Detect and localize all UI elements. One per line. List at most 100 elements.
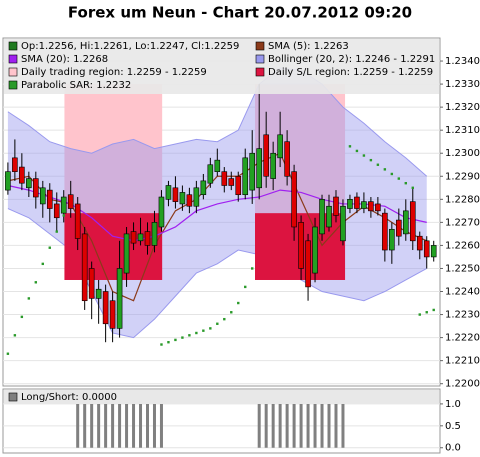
y-tick-label: 1.0 <box>445 399 461 410</box>
bar <box>90 403 94 448</box>
candle-body <box>158 196 165 228</box>
bar <box>334 403 338 448</box>
y-tick-label: 1.2240 <box>445 287 480 298</box>
legend-swatch <box>8 392 18 402</box>
bar <box>139 403 143 448</box>
candle-body <box>361 201 367 209</box>
sar-dot <box>27 297 31 300</box>
candle-body <box>53 203 60 219</box>
bar <box>76 403 80 448</box>
candle-body <box>291 171 297 228</box>
candle-body <box>298 222 304 269</box>
candle-body <box>270 152 276 179</box>
sar-dot <box>230 311 233 314</box>
bar <box>271 403 275 448</box>
candle-body <box>235 175 242 196</box>
candle-body <box>33 178 39 198</box>
candle-body <box>242 157 249 196</box>
bar <box>299 403 303 448</box>
sar-dot <box>34 281 38 284</box>
y-tick-label: 1.2330 <box>445 79 480 90</box>
y-tick-label: 1.2320 <box>445 102 480 113</box>
candle-body <box>95 288 102 299</box>
bar <box>132 403 136 448</box>
legend-swatch <box>255 54 265 64</box>
sar-dot <box>418 313 421 316</box>
sar-dot <box>62 214 65 217</box>
candle-body <box>354 196 360 209</box>
legend-swatch <box>8 54 18 64</box>
candle-body <box>312 226 318 274</box>
bar <box>327 403 331 448</box>
candle-body <box>67 194 74 209</box>
sar-dot <box>13 334 17 337</box>
y-tick-label: 1.2340 <box>445 56 480 67</box>
y-tick-label: 1.2230 <box>445 310 480 321</box>
sar-dot <box>432 308 435 312</box>
sar-dot <box>390 172 394 176</box>
candle-body <box>326 205 332 228</box>
candle-body <box>109 300 116 329</box>
sar-dot <box>174 338 177 342</box>
sar-dot <box>6 352 10 355</box>
sar-dot <box>195 331 198 335</box>
sar-dot <box>188 334 191 337</box>
candle-body <box>249 152 256 191</box>
candle-body <box>116 268 123 329</box>
bar <box>292 403 296 448</box>
indicator-panel: 0.0 0.5 1.0 Long/Short: 0.0000 <box>2 388 461 454</box>
bar <box>278 403 282 448</box>
legend-swatch <box>255 67 265 77</box>
candle-body <box>151 222 158 246</box>
legend-label: Parabolic SAR: 1.2232 <box>21 80 131 91</box>
legend-swatch <box>8 67 18 77</box>
sar-dot <box>209 327 212 330</box>
y-tick-label: 1.2250 <box>445 263 480 274</box>
y-tick-label: 0.5 <box>445 421 461 432</box>
candle-body <box>200 180 207 196</box>
candle-body <box>172 187 179 202</box>
candle-body <box>305 240 311 288</box>
candle-body <box>46 189 53 209</box>
y-tick-label: 1.2280 <box>445 194 480 205</box>
candle-body <box>402 210 409 235</box>
sar-dot <box>223 317 226 321</box>
sar-dot <box>48 246 51 249</box>
legend-swatch <box>8 41 18 51</box>
bar <box>146 403 150 448</box>
candle-body <box>319 199 325 235</box>
bar <box>313 403 317 448</box>
candle-body <box>409 201 416 242</box>
region <box>64 84 163 214</box>
candle-body <box>284 141 290 177</box>
candle-body <box>382 212 388 251</box>
bar <box>111 403 115 448</box>
sar-dot <box>41 262 44 266</box>
candle-body <box>74 203 81 239</box>
candle-body <box>186 194 193 207</box>
sar-dot <box>411 186 414 190</box>
candle-body <box>123 233 130 274</box>
candle-body <box>19 166 25 184</box>
sar-dot <box>348 145 352 148</box>
candle-body <box>423 240 430 258</box>
bar <box>83 403 87 448</box>
legend-background <box>4 390 439 404</box>
y-tick-label: 1.2200 <box>445 379 480 390</box>
sar-dot <box>20 315 24 319</box>
candle-body <box>207 164 214 184</box>
bar <box>104 403 108 448</box>
legend-label: Daily trading region: 1.2259 - 1.2259 <box>21 67 207 78</box>
bar <box>97 403 101 448</box>
sar-dot <box>160 343 163 346</box>
bollinger-upper <box>7 67 428 177</box>
candle-body <box>430 245 437 258</box>
legend-swatch <box>8 80 18 90</box>
y-tick-label: 0.0 <box>445 443 461 454</box>
bar <box>306 403 310 448</box>
sar-dot <box>237 301 240 305</box>
y-tick-label: 1.2310 <box>445 125 480 136</box>
legend-label: Bollinger (20, 2): 1.2246 - 1.2291 <box>268 54 435 65</box>
bar <box>285 403 289 448</box>
